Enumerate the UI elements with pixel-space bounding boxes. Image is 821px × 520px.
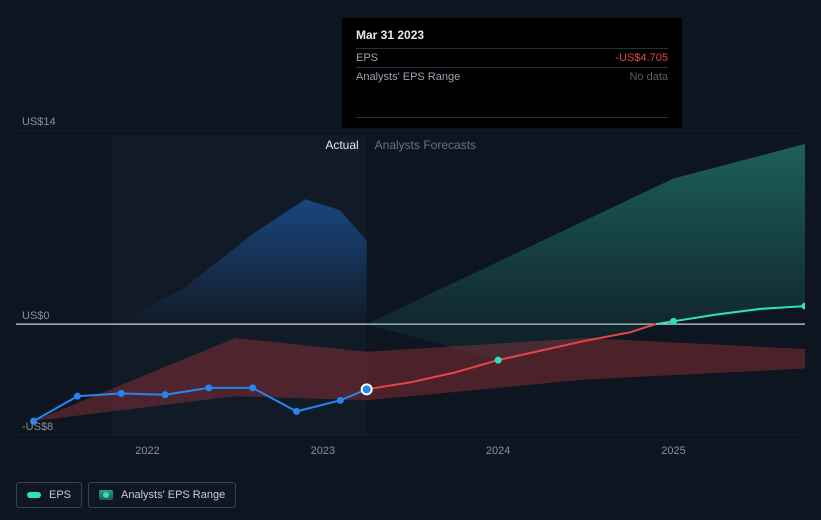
- x-axis-tick-label: 2024: [486, 445, 510, 457]
- chart-svg: [16, 130, 805, 435]
- tooltip-date: Mar 31 2023: [356, 28, 668, 42]
- tooltip-row-key: EPS: [356, 52, 378, 64]
- region-label-forecast: Analysts Forecasts: [375, 138, 476, 152]
- y-axis-tick-label: -US$8: [22, 421, 53, 433]
- tooltip-spacer: [356, 90, 668, 118]
- chart-tooltip: Mar 31 2023 EPS -US$4.705 Analysts' EPS …: [342, 18, 682, 128]
- legend-swatch-line-icon: [27, 492, 41, 498]
- tooltip-row-key: Analysts' EPS Range: [356, 71, 460, 83]
- x-axis-tick-label: 2022: [135, 445, 159, 457]
- tooltip-row-value: -US$4.705: [615, 52, 668, 64]
- legend-item-range[interactable]: Analysts' EPS Range: [88, 482, 236, 508]
- y-axis-tick-label: US$0: [22, 310, 50, 322]
- chart-area[interactable]: US$14US$0-US$82022202320242025ActualAnal…: [16, 130, 805, 435]
- chart-legend: EPS Analysts' EPS Range: [16, 482, 236, 508]
- y-axis-tick-label: US$14: [22, 116, 56, 128]
- legend-item-eps[interactable]: EPS: [16, 482, 82, 508]
- legend-label: Analysts' EPS Range: [121, 489, 225, 501]
- region-label-actual: Actual: [325, 138, 358, 152]
- x-axis-tick-label: 2023: [311, 445, 335, 457]
- legend-swatch-area-icon: [99, 490, 113, 500]
- legend-label: EPS: [49, 489, 71, 501]
- tooltip-row-value: No data: [629, 71, 668, 83]
- x-axis-tick-label: 2025: [661, 445, 685, 457]
